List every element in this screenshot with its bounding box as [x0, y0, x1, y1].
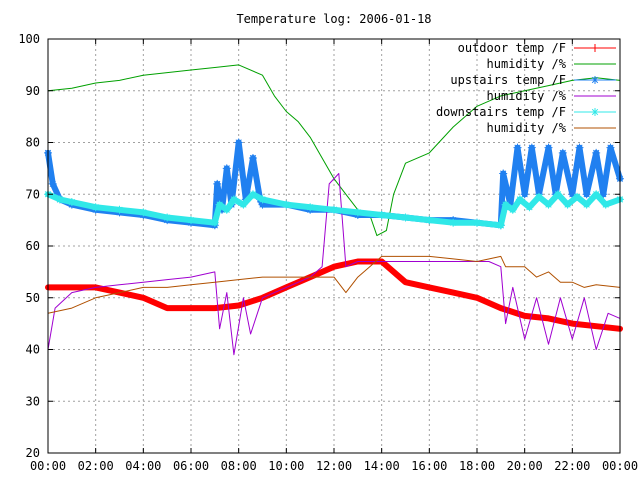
axis-ticks: 20 30 40 50 60 70 80 90 100 00:00 02:00 04:00 06:00 0… [18, 32, 638, 473]
chart-title: Temperature log: 2006-01-18 [236, 12, 431, 26]
data-point [501, 200, 510, 209]
data-point [473, 218, 481, 227]
data-point [449, 218, 458, 227]
series-6 [47, 255, 621, 314]
x-tick-label: 06:00 [173, 459, 209, 473]
data-point [91, 203, 100, 212]
data-point [606, 143, 615, 152]
y-tick-label: 20 [26, 446, 40, 460]
data-point [544, 143, 553, 152]
x-tick-label: 00:00 [30, 459, 66, 473]
data-point [563, 200, 572, 209]
y-tick-label: 60 [26, 239, 40, 253]
data-point [592, 190, 601, 199]
series-4 [47, 173, 621, 356]
x-tick-label: 20:00 [507, 459, 543, 473]
y-tick-label: 80 [26, 136, 40, 150]
data-point [258, 200, 267, 209]
data-point [425, 216, 434, 225]
data-point [248, 190, 257, 199]
x-tick-label: 16:00 [411, 459, 447, 473]
data-point [525, 203, 534, 212]
data-point [601, 200, 610, 209]
x-tick-label: 02:00 [78, 459, 114, 473]
data-point [496, 221, 505, 230]
data-point [163, 213, 172, 222]
series-1 [45, 258, 623, 332]
data-point [115, 205, 124, 214]
data-point [544, 200, 553, 209]
data-point [515, 195, 524, 204]
data-point [353, 208, 362, 217]
grid [48, 39, 620, 453]
series-line [47, 173, 621, 356]
data-point [508, 205, 517, 214]
y-tick-label: 40 [26, 343, 40, 357]
data-point [573, 192, 582, 201]
legend-label: downstairs temp /F [436, 105, 566, 119]
legend-label: outdoor temp /F [458, 41, 566, 55]
legend-marker [591, 76, 599, 84]
y-tick-label: 30 [26, 394, 40, 408]
data-point [568, 190, 577, 199]
data-point [215, 200, 224, 209]
data-point [213, 179, 222, 188]
data-point [599, 190, 608, 199]
x-tick-label: 18:00 [459, 459, 495, 473]
data-point [306, 203, 315, 212]
x-tick-label: 22:00 [554, 459, 590, 473]
data-point [258, 195, 267, 204]
series-5 [44, 190, 624, 230]
data-point [534, 192, 543, 201]
data-point [48, 179, 57, 188]
x-tick-label: 12:00 [316, 459, 352, 473]
y-tick-label: 100 [18, 32, 40, 46]
data-point [582, 200, 591, 209]
y-tick-label: 70 [26, 187, 40, 201]
data-point [499, 169, 508, 178]
data-point [520, 190, 529, 199]
legend-label: humidity /% [487, 89, 567, 103]
data-point [527, 143, 536, 152]
data-point [139, 208, 148, 217]
data-point [222, 205, 231, 214]
data-point [592, 148, 601, 157]
data-point [210, 218, 219, 227]
data-point [575, 143, 584, 152]
legend-label: humidity /% [487, 57, 567, 71]
x-tick-label: 00:00 [602, 459, 638, 473]
data-point [55, 195, 64, 204]
y-tick-label: 90 [26, 84, 40, 98]
series-line [45, 258, 623, 332]
legend: outdoor temp /F humidity /% upstairs temp … [436, 41, 616, 135]
data-point [377, 210, 386, 219]
data-point [239, 200, 248, 209]
y-tick-label: 50 [26, 291, 40, 305]
x-tick-label: 08:00 [221, 459, 257, 473]
legend-label: humidity /% [487, 121, 567, 135]
data-point [248, 154, 257, 163]
data-point [554, 190, 563, 199]
data-point [234, 138, 243, 147]
data-point [582, 190, 591, 199]
x-tick-label: 14:00 [364, 459, 400, 473]
data-point [187, 216, 195, 225]
series-layer [44, 64, 624, 356]
data-point [282, 200, 291, 209]
data-point [229, 195, 238, 204]
data-point [558, 148, 567, 157]
x-tick-label: 10:00 [268, 459, 304, 473]
legend-marker [591, 44, 599, 52]
data-point [330, 205, 338, 214]
x-tick-label: 04:00 [125, 459, 161, 473]
legend-marker [591, 108, 599, 116]
data-point [401, 213, 410, 222]
data-point [513, 143, 522, 152]
legend-label: upstairs temp /F [450, 73, 566, 87]
data-point [67, 198, 76, 207]
data-point [222, 164, 231, 173]
series-line [47, 255, 621, 314]
